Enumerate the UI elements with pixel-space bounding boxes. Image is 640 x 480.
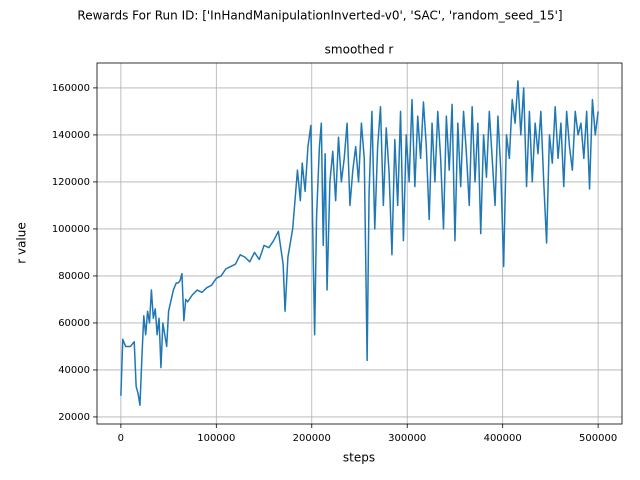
x-tick-label: 0 xyxy=(118,433,124,444)
y-tick-label: 80000 xyxy=(58,271,90,282)
chart-title: smoothed r xyxy=(325,43,394,57)
y-tick-label: 120000 xyxy=(52,177,90,188)
y-axis-label: r value xyxy=(15,222,29,264)
x-axis-label: steps xyxy=(343,451,375,465)
data-line xyxy=(120,80,599,406)
suptitle: Rewards For Run ID: ['InHandManipulation… xyxy=(77,9,562,23)
y-tick-label: 20000 xyxy=(58,412,90,423)
y-tick-label: 140000 xyxy=(52,130,90,141)
x-tick-label: 400000 xyxy=(484,433,522,444)
axes-frame xyxy=(96,62,623,425)
y-tick-label: 100000 xyxy=(52,224,90,235)
y-tick-label: 60000 xyxy=(58,318,90,329)
y-tick-label: 40000 xyxy=(58,365,90,376)
y-tick-label: 160000 xyxy=(52,83,90,94)
x-tick-label: 300000 xyxy=(388,433,426,444)
x-tick-label: 100000 xyxy=(197,433,235,444)
x-tick-label: 200000 xyxy=(293,433,331,444)
x-tick-label: 500000 xyxy=(579,433,617,444)
